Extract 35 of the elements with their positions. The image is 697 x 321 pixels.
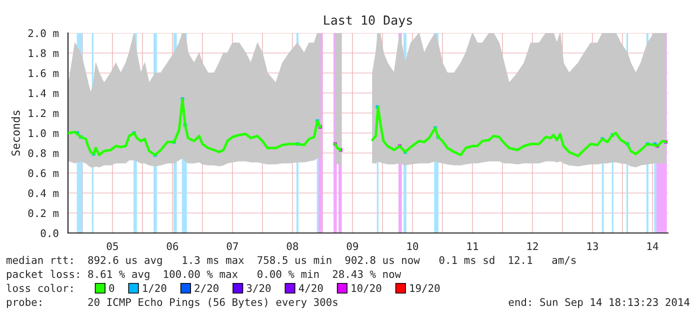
y-tick-label: 1.2 m (28, 109, 58, 117)
y-tick-label: 1.4 m (28, 89, 58, 97)
y-tick-label: 0.6 m (28, 169, 58, 178)
x-tick-label: 07 (226, 242, 238, 250)
legend-label: 4/20 (298, 284, 323, 293)
y-tick-label: 0.2 m (28, 209, 58, 218)
x-tick-label: 13 (587, 242, 598, 250)
x-tick-label: 06 (166, 242, 178, 250)
y-tick-label: 0.8 m (28, 149, 58, 158)
legend-label: 1/20 (143, 284, 166, 293)
x-tick-label: 11 (467, 242, 478, 250)
legend-title: loss color: (6, 284, 72, 292)
y-tick-label: 0.0 (40, 229, 58, 238)
x-tick-label: 14 (647, 242, 658, 250)
text: probe: 20 ICMP Echo Pings (56 Bytes) every 300s (6, 298, 338, 308)
text: median rtt: 892.6 us avg 1.3 ms max 758.5 us min 902.8 us now 0.1 ms sd 12.1 am/s (6, 256, 576, 266)
x-tick-label: 10 (407, 242, 418, 250)
x-tick-label: 05 (106, 242, 118, 250)
x-tick-label: 08 (286, 242, 298, 250)
legend-label: 10/20 (352, 284, 382, 293)
x-tick-label: 12 (527, 242, 538, 250)
y-axis-title: Seconds (11, 110, 20, 156)
x-tick-label: 09 (346, 242, 358, 250)
y-tick-label: 1.8 m (28, 49, 58, 58)
y-tick-label: 2.0 m (28, 29, 58, 38)
chart-title: Last 10 Days (324, 15, 412, 28)
text: end: Sun Sep 14 18:13:23 2014 (508, 298, 690, 308)
y-tick-label: 0.4 m (28, 189, 58, 198)
legend-label: 0 (109, 284, 114, 292)
legend-label: 2/20 (194, 284, 218, 293)
text: packet loss: 8.61 % avg 100.00 % max 0.00 % min 28.43 % now (6, 270, 402, 280)
legend-label: 19/20 (410, 284, 440, 293)
y-tick-label: 1.0 m (28, 129, 58, 138)
y-tick-label: 1.6 m (28, 69, 58, 78)
legend-label: 3/20 (246, 284, 271, 293)
